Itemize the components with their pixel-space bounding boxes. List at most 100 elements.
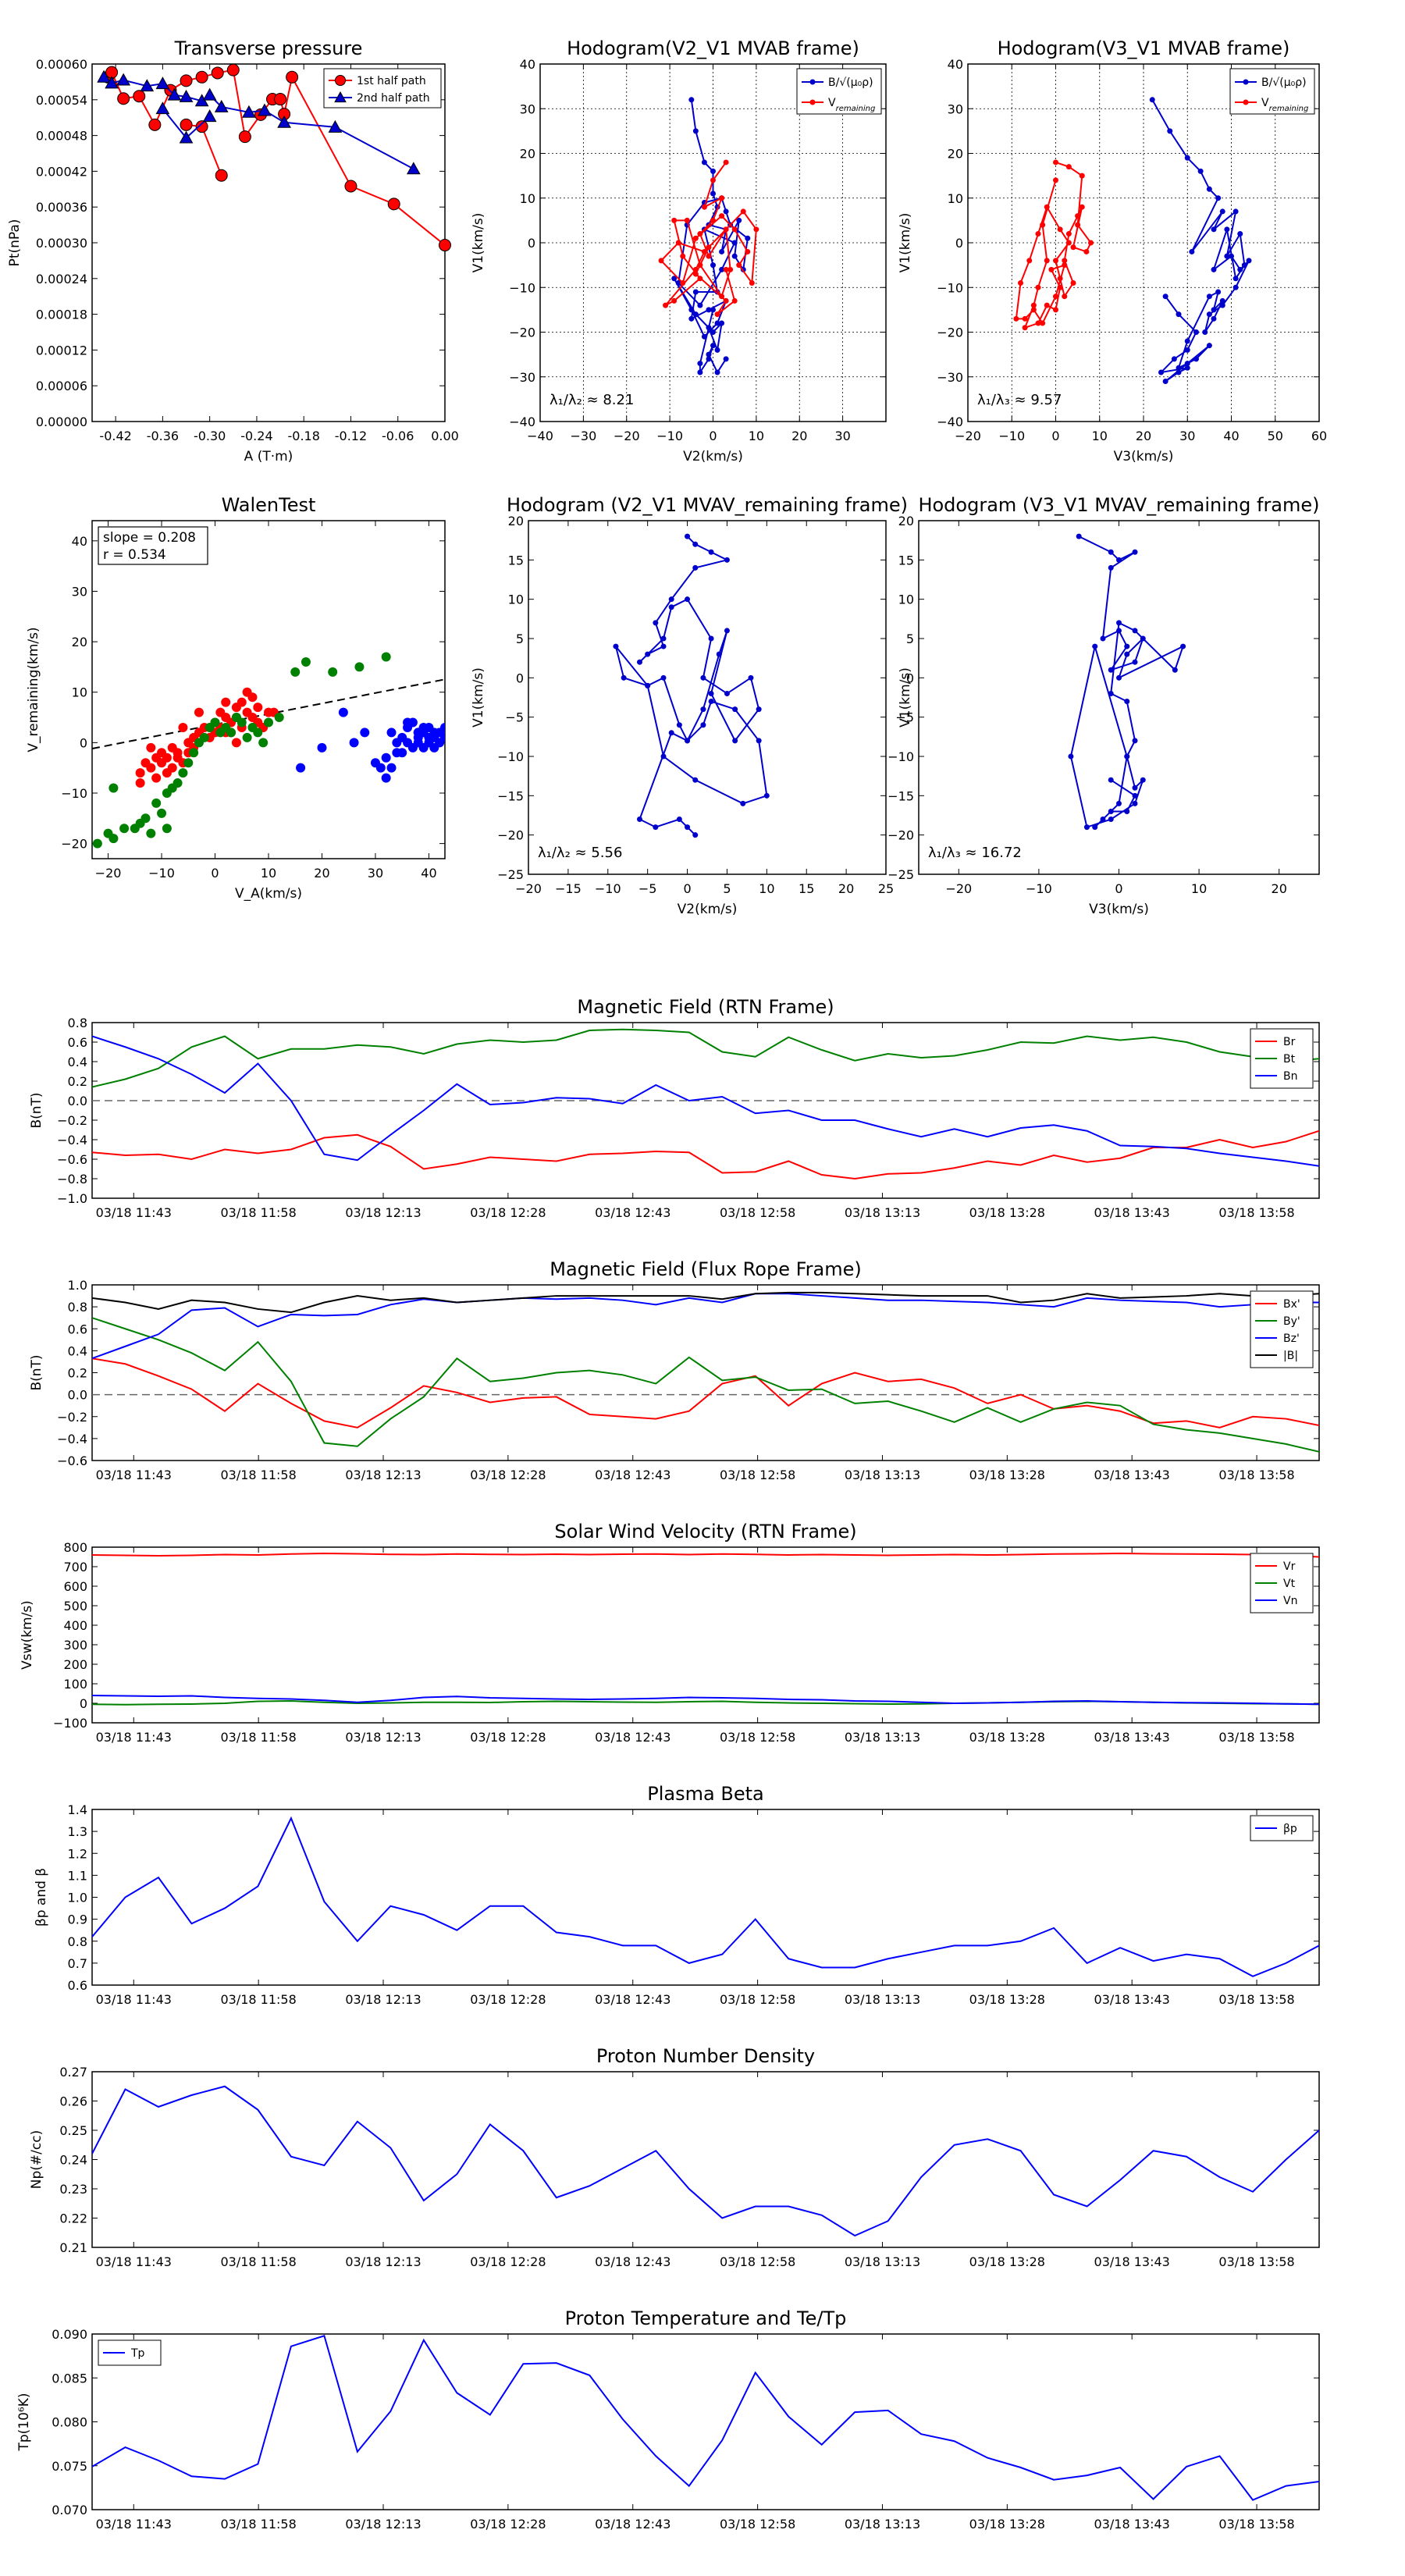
chart-mfrtn: Magnetic Field (RTN Frame) 03/18 11:43 03/… [29,996,1320,1220]
data-point [180,118,193,131]
data-group [658,97,759,375]
y-tick-label: −100 [53,1716,87,1731]
data-point [148,118,162,131]
data-point [645,682,651,688]
data-point [1176,369,1182,375]
data-point [277,115,291,128]
data-point [680,253,686,259]
data-group [92,2334,1319,2501]
data-point [658,258,664,264]
data-point [708,699,714,705]
data-point [1132,792,1138,799]
data-point [1048,266,1055,272]
data-point [328,119,343,133]
data-point [178,722,188,732]
y-tick-label: −0.4 [57,1432,87,1446]
chart-h1: Hodogram(V2_V1 MVAB frame) −40 −30 −20 −10 0 1… [471,37,887,464]
legend-label: Br [1283,1036,1296,1048]
y-tick-label: 0.075 [52,2459,87,2474]
y-tick-label: 0.00042 [36,164,87,179]
y-tick-label: 5 [906,632,914,646]
legend-box [796,68,882,115]
data-point [1065,240,1072,246]
y-tick-label: 5 [516,632,524,646]
data-point [740,800,746,806]
data-point [719,248,725,254]
data-point [1065,231,1072,237]
y-tick-label: 0.00006 [36,379,87,393]
y-tick-label: 0.00018 [36,308,87,322]
axes-frame [528,520,887,875]
eigenvalue-ratio: λ₁/λ₂ ≈ 8.21 [550,392,634,408]
data-point [360,728,370,738]
y-tick-label: −10 [497,749,524,764]
series-line [92,1028,1319,1088]
y-axis-label: V1(km/s) [471,213,486,273]
y-tick-label: 10 [898,592,914,607]
x-axis-label: V2(km/s) [683,449,743,464]
chart-walen: WalenTest −20 −10 0 10 20 30 40 −20 −10 0 10 20 30 40 V… [26,494,446,902]
data-point [706,356,712,362]
data-point [710,343,716,349]
data-point [247,692,258,703]
x-tick-label: 03/18 12:13 [345,2517,421,2532]
y-tick-label: 0.23 [59,2182,87,2197]
x-tick-label: −10 [998,429,1025,443]
data-point [392,748,402,758]
x-tick-label: 03/18 11:43 [96,1468,172,1482]
data-point [317,742,327,753]
data-point [439,239,451,252]
data-point [1241,262,1247,269]
series-line [1015,162,1092,329]
series-line [92,1357,1319,1429]
data-point [688,97,695,103]
x-tick-label: 03/18 11:58 [220,2517,296,2532]
data-point [706,307,712,313]
x-tick-label: −10 [595,881,621,896]
y-axis-label: V1(km/s) [898,213,913,273]
data-point [1229,253,1234,259]
data-point [1065,164,1072,170]
x-tick-label: −20 [955,429,981,443]
data-point [692,289,699,295]
data-point [697,231,703,237]
data-point [386,763,397,773]
data-point [1068,753,1074,760]
y-tick-label: 0.0 [68,1388,87,1403]
data-point [1206,186,1212,192]
data-point [1079,204,1085,210]
data-point [1237,231,1243,237]
data-point [301,656,311,667]
data-point [724,690,730,696]
x-tick-label: 03/18 12:43 [595,1730,670,1745]
x-tick-label: 03/18 12:13 [345,2254,421,2269]
y-tick-label: 0.00060 [36,57,87,72]
data-group [92,1552,1319,1706]
data-point [636,817,642,823]
chart-title: Proton Temperature and Te/Tp [565,2307,847,2329]
y-tick-label: 0 [80,735,87,750]
data-point [723,159,729,165]
y-tick-label: −0.6 [57,1152,87,1167]
series-line [660,162,757,315]
data-point [1053,294,1058,300]
data-point [1057,276,1063,282]
data-point [1171,356,1177,362]
y-tick-label: −10 [887,749,914,764]
y-tick-label: 0.4 [68,1343,87,1358]
data-point [692,235,699,241]
y-tick-label: 0.080 [52,2415,87,2430]
y-tick-label: −0.2 [57,1113,87,1128]
chart-sw: Solar Wind Velocity (RTN Frame) 03/18 11:… [20,1521,1320,1745]
x-tick-label: 20 [314,866,329,881]
y-tick-label: 0.25 [59,2123,87,2138]
chart-title: Magnetic Field (RTN Frame) [577,996,834,1018]
x-tick-label: −10 [656,429,683,443]
legend-marker [809,99,816,105]
data-point [714,320,720,326]
y-tick-label: −20 [497,828,524,843]
legend-box [1229,68,1315,115]
x-tick-label: -0.42 [99,429,131,443]
data-point [133,90,146,103]
data-point [226,63,240,76]
